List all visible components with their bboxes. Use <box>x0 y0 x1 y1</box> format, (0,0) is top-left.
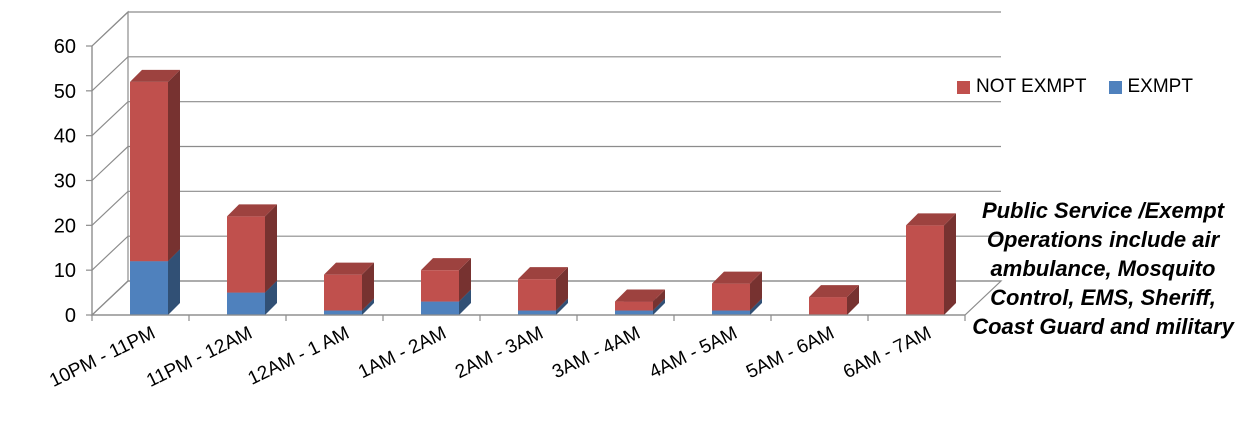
bar-side <box>168 69 180 262</box>
bar-front <box>421 301 459 315</box>
bar-side <box>362 262 374 311</box>
gridline <box>91 56 1001 92</box>
bar-segment <box>712 271 762 311</box>
annotation-note: Public Service /Exempt Operations includ… <box>972 198 1234 339</box>
bar-front <box>130 81 168 262</box>
x-tick-label: 12AM - 1 AM <box>245 323 353 390</box>
bar-segment <box>130 69 180 262</box>
bar-front <box>227 292 265 315</box>
bar-segment <box>809 285 859 315</box>
bar-side <box>459 258 471 302</box>
bar-top <box>809 285 859 298</box>
bar-top <box>227 204 277 217</box>
bar-side <box>944 213 956 315</box>
gridlines <box>91 11 1001 316</box>
bar-front <box>809 297 847 315</box>
y-tick-label: 60 <box>54 36 76 58</box>
bar-front <box>227 216 265 293</box>
x-tick-label: 5AM - 6AM <box>743 323 838 384</box>
legend: NOT EXMPT EXMPT <box>957 76 1193 98</box>
bar-top <box>421 258 471 271</box>
gridline <box>91 145 1001 181</box>
y-tick-label: 30 <box>54 171 76 193</box>
x-tick-label: 11PM - 12AM <box>143 323 255 392</box>
legend-label-exmpt: EXMPT <box>1127 76 1193 97</box>
bar-side <box>556 298 568 315</box>
bar-side <box>847 285 859 315</box>
y-tick-label: 10 <box>54 260 76 282</box>
bar-top <box>518 267 568 280</box>
legend-label-not-exmpt: NOT EXMPT <box>976 76 1087 97</box>
bar-top <box>615 289 665 302</box>
legend-swatch-exmpt <box>1108 80 1122 94</box>
y-tick-label: 0 <box>65 305 76 327</box>
bar-front <box>421 270 459 302</box>
bar-top <box>324 262 374 275</box>
bar-segment <box>227 204 277 293</box>
bar-front <box>712 283 750 311</box>
x-tick-label: 1AM - 2AM <box>355 323 450 384</box>
gridline <box>91 11 1001 47</box>
y-tick-label: 20 <box>54 215 76 237</box>
bar-side <box>459 289 471 315</box>
bar-top <box>906 213 956 226</box>
bar-segment <box>324 262 374 311</box>
legend-item-not-exmpt: NOT EXMPT <box>957 76 1087 98</box>
bar-segment <box>906 213 956 315</box>
bar-front <box>615 301 653 311</box>
bar-front <box>712 310 750 315</box>
bar-side <box>265 280 277 315</box>
bar-side <box>653 298 665 315</box>
bar-front <box>906 225 944 315</box>
bar-front <box>518 279 556 311</box>
bar-side <box>750 271 762 311</box>
bar-segment <box>518 267 568 311</box>
bar-side <box>653 289 665 311</box>
bar-segment <box>421 258 471 302</box>
legend-item-exmpt: EXMPT <box>1108 76 1193 98</box>
bar-front <box>518 310 556 315</box>
bar-side <box>556 267 568 311</box>
bar-side <box>750 298 762 315</box>
bar-front <box>324 274 362 311</box>
bar-segment <box>615 289 665 311</box>
bar-front <box>615 310 653 315</box>
gridline <box>91 101 1001 137</box>
bar-front <box>130 261 168 315</box>
x-tick-label: 3AM - 4AM <box>549 323 644 384</box>
x-tick-label: 4AM - 5AM <box>646 323 741 384</box>
bar-top <box>712 271 762 284</box>
gridline <box>91 235 1001 271</box>
y-tick-label: 40 <box>54 126 76 148</box>
x-tick-label: 6AM - 7AM <box>840 323 935 384</box>
bar-front <box>324 310 362 315</box>
gridline <box>91 190 1001 226</box>
bar-side <box>362 298 374 315</box>
y-tick-label: 50 <box>54 81 76 103</box>
legend-swatch-not-exmpt <box>957 80 970 94</box>
x-tick-label: 10PM - 11PM <box>46 323 158 392</box>
bars <box>130 69 956 315</box>
x-tick-label: 2AM - 3AM <box>452 323 547 384</box>
bar-top <box>130 69 180 82</box>
bar-side <box>265 204 277 293</box>
y-axis-ticks: 0 10 20 30 40 50 60 <box>54 36 93 327</box>
bar-side <box>168 249 180 315</box>
gridline <box>91 280 1001 316</box>
